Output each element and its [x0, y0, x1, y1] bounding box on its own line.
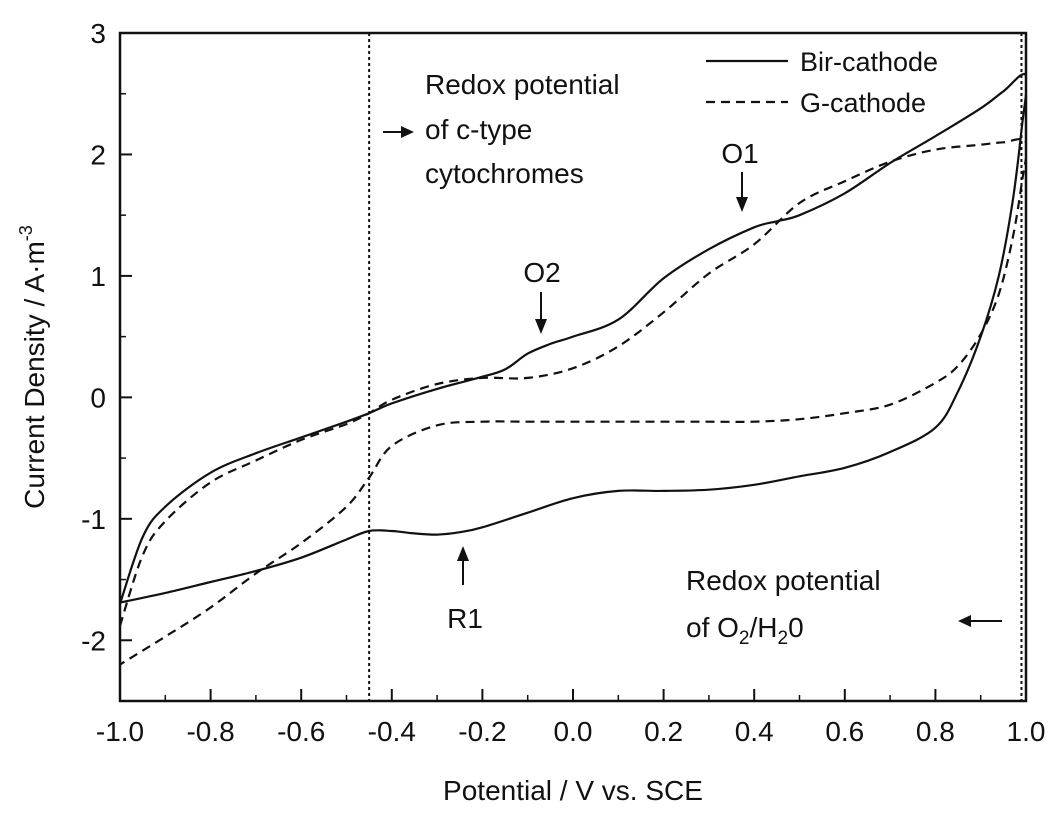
- annotation-o2-h2o: Redox potential of O2/H20: [686, 565, 1002, 649]
- annotation-o1: O1: [721, 138, 759, 212]
- x-tick-label: 1.0: [1007, 716, 1046, 747]
- annotation-cytochrome: Redox potential of c-type cytochromes: [383, 69, 620, 189]
- arrow-right-icon-head: [401, 126, 414, 138]
- y-axis-title-superscript: -3: [16, 225, 36, 241]
- x-tick-label: 0.4: [735, 716, 774, 747]
- x-tick-label: -0.8: [186, 716, 234, 747]
- arrow-down-icon-o2-head: [535, 319, 547, 334]
- annotation-o2: O2: [523, 257, 561, 334]
- series-line-g-cathode: [120, 137, 1026, 666]
- legend: Bir-cathode G-cathode: [706, 47, 938, 118]
- x-axis: -1.0 -0.8 -0.6 -0.4 -0.2 0.0 0.2 0.4 0.6 0.8 1.0: [96, 689, 1046, 747]
- x-tick-label: 0.0: [554, 716, 593, 747]
- annotation-r1: R1: [447, 546, 483, 634]
- y-tick-label: 3: [90, 18, 106, 49]
- plot-frame: [118, 31, 1028, 703]
- series-line-bir-cathode: [120, 72, 1026, 605]
- x-axis-title: Potential / V vs. SCE: [443, 775, 703, 806]
- annotation-o2-label: O2: [523, 257, 560, 288]
- annotation-o2-h2o-line2: of O2/H20: [686, 612, 804, 649]
- annotation-o2-h2o-line1: Redox potential: [686, 565, 881, 596]
- legend-label-bir-cathode: Bir-cathode: [800, 47, 938, 77]
- annotation-cytochrome-line1: Redox potential: [425, 69, 620, 100]
- legend-label-g-cathode: G-cathode: [800, 88, 926, 118]
- y-axis: -2 -1 0 1 2 3: [81, 18, 132, 702]
- series-layer: [120, 72, 1026, 666]
- x-tick-label: -0.6: [277, 716, 325, 747]
- x-tick-label: 0.6: [825, 716, 864, 747]
- y-tick-label: 0: [90, 382, 106, 413]
- arrow-down-icon-o1-head: [736, 197, 748, 212]
- arrow-up-icon-r1-head: [457, 546, 469, 561]
- x-tick-label: 0.8: [916, 716, 955, 747]
- y-axis-title: Current Density / A·m-3: [16, 225, 50, 509]
- x-tick-label: -0.2: [458, 716, 506, 747]
- y-axis-title-main: Current Density / A·m: [19, 241, 50, 509]
- y-tick-label: 2: [90, 139, 106, 170]
- y-tick-label: -1: [81, 504, 106, 535]
- annotation-cytochrome-line2: of c-type: [425, 114, 532, 145]
- y-tick-label: 1: [90, 261, 106, 292]
- annotation-o1-label: O1: [721, 138, 758, 169]
- annotation-r1-label: R1: [447, 603, 483, 634]
- y-tick-label: -2: [81, 625, 106, 656]
- annotation-cytochrome-line3: cytochromes: [425, 158, 584, 189]
- x-tick-label: 0.2: [644, 716, 683, 747]
- arrow-left-icon-head: [958, 615, 971, 627]
- x-tick-label: -0.4: [368, 716, 416, 747]
- x-tick-label: -1.0: [96, 716, 144, 747]
